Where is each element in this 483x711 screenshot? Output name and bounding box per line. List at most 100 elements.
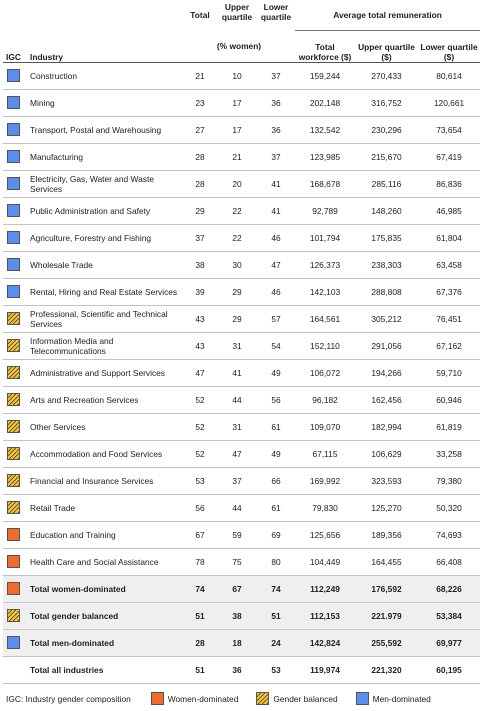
upper-quartile-pay-cell: 238,303 xyxy=(355,251,418,279)
header-lower-quartile: Lower quartile xyxy=(260,2,292,22)
lower-quartile-pay-cell: 63,458 xyxy=(418,251,481,279)
table-row: Professional, Scientific and Technical S… xyxy=(3,305,481,333)
total-pct-cell: 27 xyxy=(183,116,217,144)
lower-pct-cell: 49 xyxy=(257,359,295,387)
upper-quartile-pay-cell: 148,260 xyxy=(355,197,418,225)
women-dominated-swatch-icon xyxy=(7,555,20,568)
men-dominated-swatch-icon xyxy=(7,231,20,244)
igc-cell xyxy=(3,521,27,549)
total-pct-cell: 74 xyxy=(183,575,217,603)
lower-quartile-pay-cell: 61,819 xyxy=(418,413,481,441)
table-row: Agriculture, Forestry and Fishing 37 22 46 1… xyxy=(3,224,481,252)
total-pct-cell: 67 xyxy=(183,521,217,549)
lower-pct-cell: 36 xyxy=(257,116,295,144)
total-workforce-cell: 109,070 xyxy=(295,413,355,441)
gender-balanced-swatch-icon xyxy=(7,609,20,622)
igc-cell xyxy=(3,251,27,279)
total-workforce-cell: 79,830 xyxy=(295,494,355,522)
lower-pct-cell: 37 xyxy=(257,62,295,90)
table-row: Retail Trade 56 44 61 79,830 125,270 50,320 xyxy=(3,494,481,522)
industry-name: Retail Trade xyxy=(27,494,183,522)
header-pct-women: (% women) xyxy=(183,30,295,63)
upper-pct-cell: 17 xyxy=(217,116,257,144)
lower-pct-cell: 80 xyxy=(257,548,295,576)
upper-pct-cell: 10 xyxy=(217,62,257,90)
gender-balanced-swatch-icon xyxy=(7,339,20,352)
total-pct-cell: 43 xyxy=(183,332,217,360)
upper-quartile-pay-cell: 215,670 xyxy=(355,143,418,171)
lower-quartile-pay-cell: 74,693 xyxy=(418,521,481,549)
legend-item-women: Women-dominated xyxy=(150,692,238,705)
total-workforce-cell: 142,824 xyxy=(295,629,355,657)
upper-pct-cell: 41 xyxy=(217,359,257,387)
industry-name: Total gender balanced xyxy=(27,602,183,630)
upper-pct-cell: 36 xyxy=(217,656,257,684)
igc-cell xyxy=(3,629,27,657)
total-pct-cell: 38 xyxy=(183,251,217,279)
lower-quartile-pay-cell: 76,451 xyxy=(418,305,481,333)
header-average-remuneration: Average total remuneration xyxy=(295,0,481,31)
total-pct-cell: 21 xyxy=(183,62,217,90)
table-row: Other Services 52 31 61 109,070 182,994 61,819 xyxy=(3,413,481,441)
igc-cell xyxy=(3,116,27,144)
lower-quartile-pay-cell: 61,804 xyxy=(418,224,481,252)
industry-name: Rental, Hiring and Real Estate Services xyxy=(27,278,183,306)
total-workforce-cell: 101,794 xyxy=(295,224,355,252)
lower-pct-cell: 69 xyxy=(257,521,295,549)
igc-cell xyxy=(3,575,27,603)
all-industries-row: Total all industries 51 36 53 119,974 221,320… xyxy=(3,656,481,684)
upper-quartile-pay-cell: 285,116 xyxy=(355,170,418,198)
industry-name: Total women-dominated xyxy=(27,575,183,603)
upper-pct-cell: 20 xyxy=(217,170,257,198)
upper-pct-cell: 31 xyxy=(217,413,257,441)
upper-pct-cell: 17 xyxy=(217,89,257,117)
igc-cell xyxy=(3,440,27,468)
lower-pct-cell: 24 xyxy=(257,629,295,657)
upper-pct-cell: 44 xyxy=(217,386,257,414)
table-row: Information Media and Telecommunications… xyxy=(3,332,481,360)
women-dominated-swatch-icon xyxy=(7,528,20,541)
women-dominated-swatch-icon xyxy=(150,692,164,705)
gender-balanced-swatch-icon xyxy=(256,692,270,705)
legend-balanced-label: Gender balanced xyxy=(273,693,338,704)
table-row: Manufacturing 28 21 37 123,985 215,670 67,419 xyxy=(3,143,481,171)
industry-name: Financial and Insurance Services xyxy=(27,467,183,495)
total-pct-cell: 47 xyxy=(183,359,217,387)
upper-pct-cell: 75 xyxy=(217,548,257,576)
lower-pct-cell: 46 xyxy=(257,224,295,252)
lower-pct-cell: 41 xyxy=(257,197,295,225)
men-dominated-swatch-icon xyxy=(7,150,20,163)
upper-quartile-pay-cell: 255,592 xyxy=(355,629,418,657)
table-row: Financial and Insurance Services 53 37 66 16… xyxy=(3,467,481,495)
total-workforce-cell: 112,153 xyxy=(295,602,355,630)
total-workforce-cell: 168,678 xyxy=(295,170,355,198)
industry-name: Electricity, Gas, Water and Waste Servic… xyxy=(27,170,183,198)
upper-pct-cell: 47 xyxy=(217,440,257,468)
industry-name: Administrative and Support Services xyxy=(27,359,183,387)
igc-cell xyxy=(3,143,27,171)
lower-quartile-pay-cell: 73,654 xyxy=(418,116,481,144)
industry-name: Mining xyxy=(27,89,183,117)
igc-cell xyxy=(3,224,27,252)
table-row: Accommodation and Food Services 52 47 49 67,… xyxy=(3,440,481,468)
igc-cell xyxy=(3,548,27,576)
lower-quartile-pay-cell: 66,408 xyxy=(418,548,481,576)
total-pct-cell: 52 xyxy=(183,440,217,468)
total-workforce-cell: 202,148 xyxy=(295,89,355,117)
total-workforce-cell: 67,115 xyxy=(295,440,355,468)
upper-quartile-pay-cell: 270,433 xyxy=(355,62,418,90)
total-workforce-cell: 142,103 xyxy=(295,278,355,306)
lower-quartile-pay-cell: 60,195 xyxy=(418,656,481,684)
men-dominated-swatch-icon xyxy=(7,204,20,217)
men-dominated-swatch-icon xyxy=(7,285,20,298)
total-pct-cell: 52 xyxy=(183,413,217,441)
industry-name: Public Administration and Safety xyxy=(27,197,183,225)
total-pct-cell: 51 xyxy=(183,656,217,684)
table-row: Rental, Hiring and Real Estate Services 3… xyxy=(3,278,481,306)
header-row-2: IGC Industry (% women) Total workforce (… xyxy=(3,30,481,63)
legend: IGC: Industry gender composition Women-d… xyxy=(6,692,480,705)
upper-quartile-pay-cell: 221,320 xyxy=(355,656,418,684)
lower-pct-cell: 46 xyxy=(257,278,295,306)
men-dominated-swatch-icon xyxy=(7,69,20,82)
upper-pct-cell: 37 xyxy=(217,467,257,495)
